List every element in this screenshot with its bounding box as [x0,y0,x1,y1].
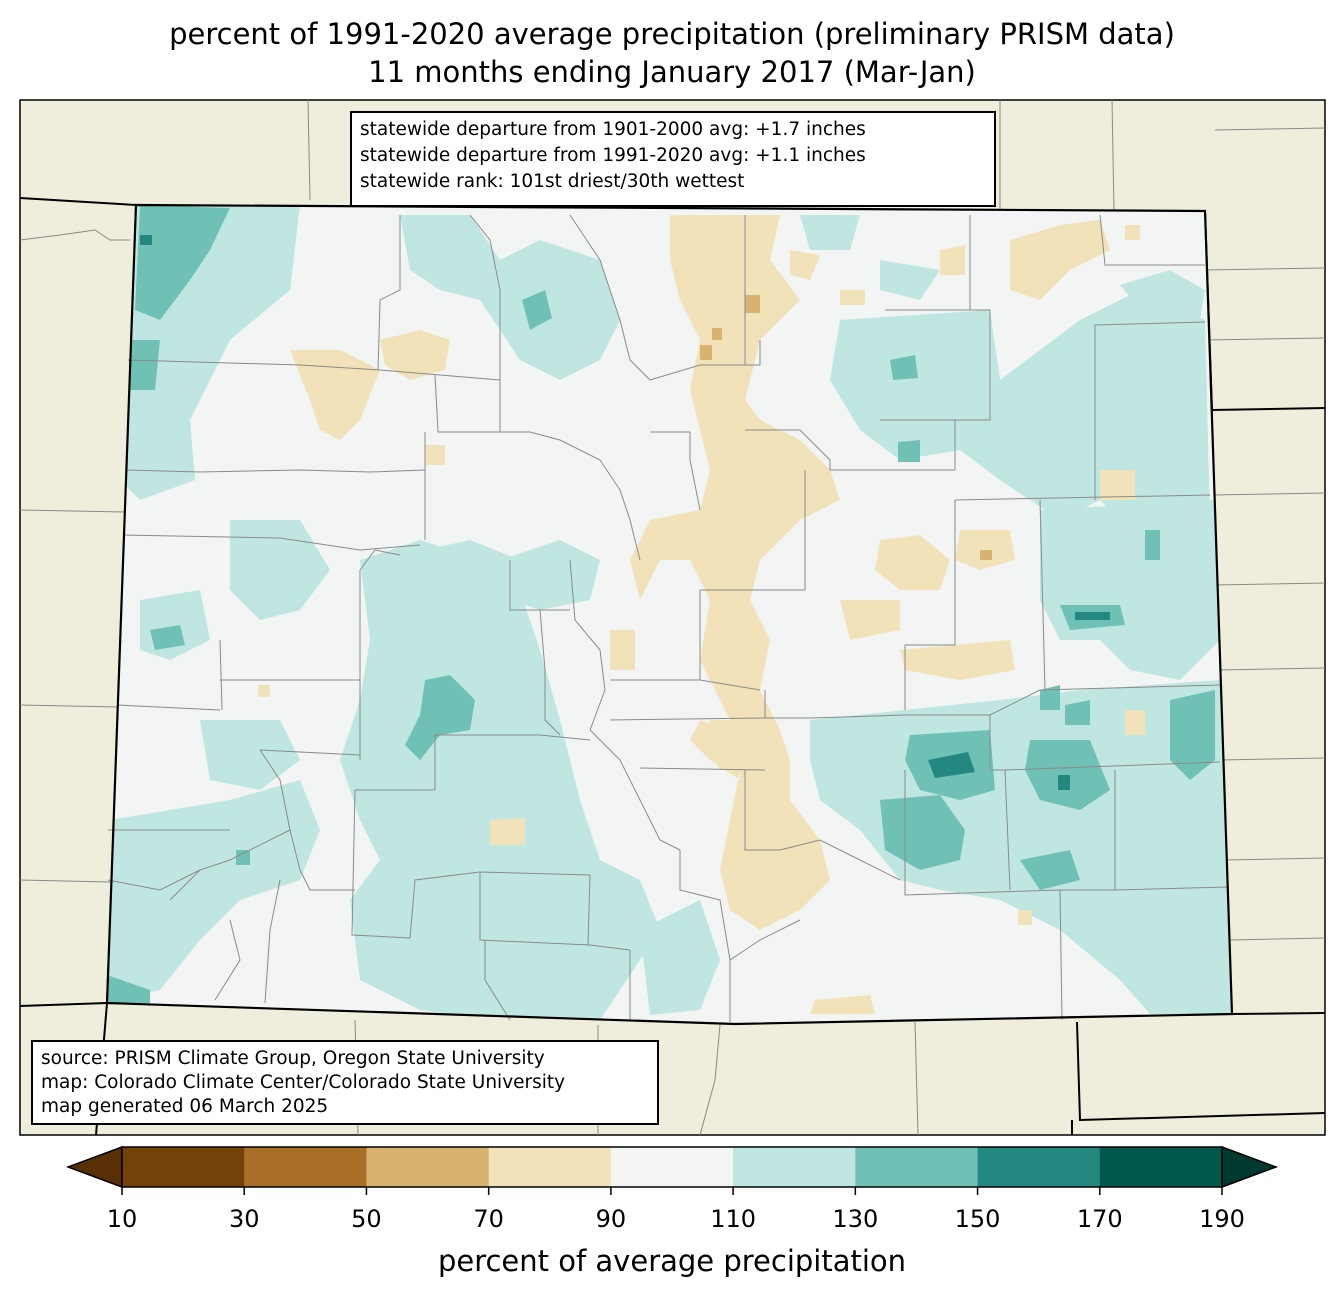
colorado-border [105,203,1234,1026]
county-lines [107,214,1229,1022]
precipitation-field [107,205,1232,1020]
stats-rank: statewide rank: 101st driest/30th wettes… [360,171,745,192]
colorbar-tick-label: 150 [954,1205,1001,1233]
source-box: source: PRISM Climate Group, Oregon Stat… [31,1040,659,1125]
statewide-stats-box: statewide departure from 1901-2000 avg: … [350,111,996,207]
stats-departure-1901: statewide departure from 1901-2000 avg: … [360,119,866,140]
colorbar-tick-label: 50 [351,1205,382,1233]
colorbar-tick-label: 10 [106,1205,138,1233]
source-line: source: PRISM Climate Group, Oregon Stat… [41,1048,545,1069]
generated-date-line: map generated 06 March 2025 [41,1096,329,1117]
colorbar-tick-label: 90 [595,1205,627,1233]
colorbar-tick-label: 130 [832,1205,879,1233]
stats-departure-1991: statewide departure from 1991-2020 avg: … [360,145,866,166]
map-credit-line: map: Colorado Climate Center/Colorado St… [41,1072,566,1093]
colorbar-tick-label: 110 [710,1205,757,1233]
colorbar-tick-label: 170 [1076,1205,1123,1233]
colorbar-tick-label: 70 [473,1205,504,1233]
map-subtitle: 11 months ending January 2017 (Mar-Jan) [368,55,976,89]
colorbar-tick-label: 190 [1199,1205,1245,1233]
colorbar-tick-label: 30 [228,1205,260,1233]
colorbar-label: percent of average precipitation [437,1244,907,1278]
map-title: percent of 1991-2020 average precipitati… [169,17,1175,51]
